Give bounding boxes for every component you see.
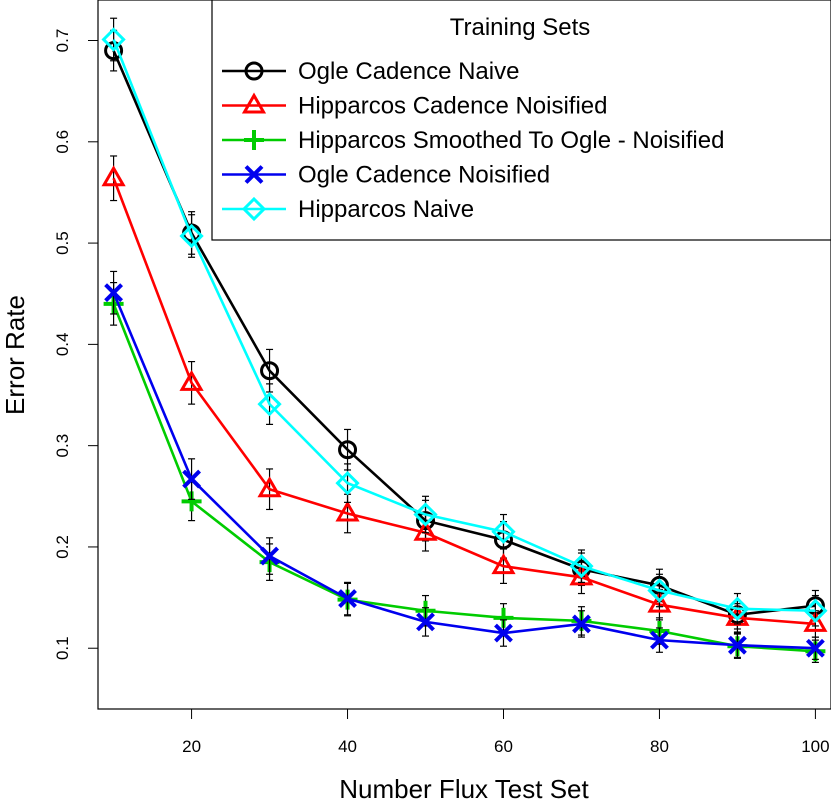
data-point xyxy=(569,554,594,579)
series-line xyxy=(112,303,816,653)
legend-entry: Hipparcos Smoothed To Ogle - Noisified xyxy=(222,127,724,154)
x-axis: 20 40 60 80 100 xyxy=(182,708,830,756)
data-point xyxy=(260,546,279,566)
data-point xyxy=(491,553,516,575)
legend-swatch-marker xyxy=(241,196,267,222)
x-tick-label: 20 xyxy=(182,737,201,756)
legend-label: Hipparcos Cadence Noisified xyxy=(298,93,608,120)
legend-swatch-marker xyxy=(244,61,264,81)
legend-entries: Ogle Cadence Naive Hipparcos Cadence Nois… xyxy=(222,58,724,223)
x-axis-title: Number Flux Test Set xyxy=(339,774,589,801)
y-tick-label: 0.1 xyxy=(53,636,72,660)
series-4 xyxy=(101,17,828,627)
data-point xyxy=(728,635,747,655)
data-point xyxy=(101,27,126,52)
x-tick-label: 80 xyxy=(650,737,669,756)
y-axis: 0.1 0.2 0.3 0.4 0.5 0.6 0.7 xyxy=(53,29,99,660)
legend-box xyxy=(211,0,831,241)
data-point xyxy=(413,502,438,527)
series-line xyxy=(112,292,816,650)
legend-entry: Ogle Cadence Naive xyxy=(222,58,519,85)
data-point xyxy=(338,589,357,609)
data-point xyxy=(104,283,124,303)
data-point xyxy=(491,519,516,544)
x-tick-label: 100 xyxy=(801,737,829,756)
data-point xyxy=(338,440,358,460)
data-point xyxy=(257,476,282,498)
y-tick-label: 0.2 xyxy=(53,535,72,559)
y-tick-label: 0.5 xyxy=(53,231,72,255)
series-3 xyxy=(104,270,825,660)
legend-swatch-marker xyxy=(244,130,264,150)
legend-entry: Hipparcos Cadence Noisified xyxy=(222,92,608,120)
data-point xyxy=(803,598,828,623)
legend-title: Training Sets xyxy=(450,14,591,41)
y-axis-title: Error Rate xyxy=(0,295,30,415)
data-point xyxy=(805,638,825,658)
error-bar xyxy=(110,155,118,202)
y-tick-label: 0.7 xyxy=(53,29,72,53)
data-point xyxy=(572,614,591,634)
legend-label: Ogle Cadence Noisified xyxy=(298,162,550,189)
data-point xyxy=(725,596,750,621)
legend-label: Ogle Cadence Naive xyxy=(298,58,519,85)
series-line xyxy=(112,39,816,613)
legend-entry: Ogle Cadence Noisified xyxy=(222,162,550,189)
data-point xyxy=(179,369,204,391)
series-layer xyxy=(101,17,828,664)
data-point xyxy=(803,610,828,632)
data-point xyxy=(335,471,360,496)
data-point xyxy=(647,578,672,603)
legend-swatch-marker xyxy=(241,92,267,114)
legend-swatch-marker xyxy=(244,165,264,184)
series-line xyxy=(112,177,816,626)
data-point xyxy=(647,591,672,613)
x-tick-label: 60 xyxy=(494,737,513,756)
data-point xyxy=(650,630,669,650)
data-point xyxy=(569,564,594,586)
data-point xyxy=(335,500,360,522)
data-point xyxy=(260,361,280,381)
data-point xyxy=(416,612,435,632)
data-point xyxy=(182,469,201,489)
legend-label: Hipparcos Naive xyxy=(298,196,474,223)
y-tick-label: 0.3 xyxy=(53,434,72,458)
data-point xyxy=(101,165,126,187)
y-tick-label: 0.4 xyxy=(53,333,72,357)
legend: Training Sets Ogle Cadence Naive Hipparco… xyxy=(211,0,831,241)
data-point xyxy=(257,392,282,417)
data-point xyxy=(413,519,438,541)
legend-label: Hipparcos Smoothed To Ogle - Noisified xyxy=(298,127,724,154)
x-tick-label: 40 xyxy=(338,737,357,756)
y-tick-label: 0.6 xyxy=(53,130,72,154)
legend-entry: Hipparcos Naive xyxy=(222,196,474,223)
data-point xyxy=(179,223,204,249)
data-point xyxy=(494,623,513,643)
